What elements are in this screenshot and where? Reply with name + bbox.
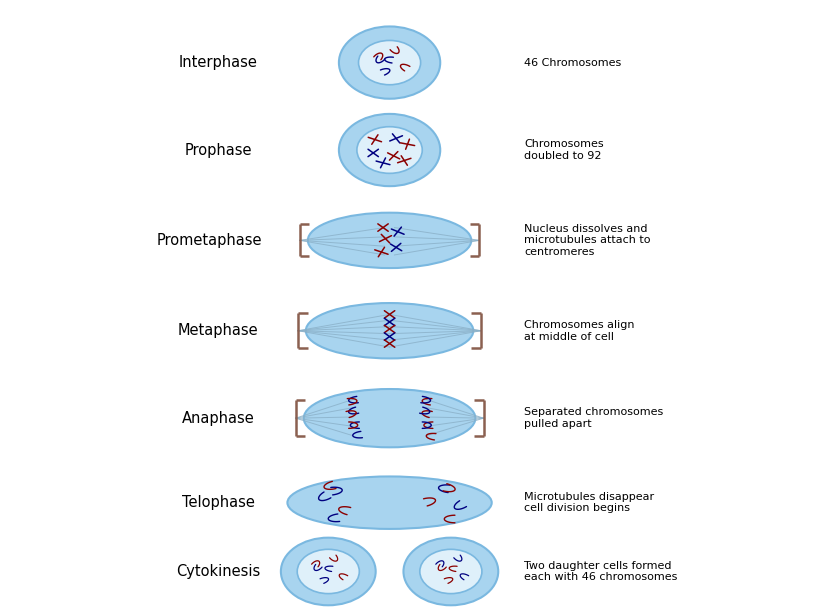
Text: Metaphase: Metaphase [178, 323, 258, 338]
Ellipse shape [287, 476, 491, 529]
Circle shape [419, 549, 482, 594]
Ellipse shape [305, 303, 473, 359]
Text: Separated chromosomes
pulled apart: Separated chromosomes pulled apart [524, 407, 663, 429]
Text: Prometaphase: Prometaphase [157, 233, 262, 248]
Text: Prophase: Prophase [184, 143, 251, 158]
Circle shape [356, 127, 422, 174]
Text: Microtubules disappear
cell division begins: Microtubules disappear cell division beg… [524, 492, 654, 513]
Circle shape [338, 26, 440, 99]
Circle shape [281, 538, 375, 605]
Text: Chromosomes align
at middle of cell: Chromosomes align at middle of cell [524, 320, 634, 342]
Text: Chromosomes
doubled to 92: Chromosomes doubled to 92 [524, 139, 604, 161]
Ellipse shape [303, 389, 475, 448]
Text: Anaphase: Anaphase [181, 410, 254, 426]
Text: 46 Chromosomes: 46 Chromosomes [524, 58, 621, 68]
Text: Interphase: Interphase [179, 55, 257, 70]
Text: Cytokinesis: Cytokinesis [175, 564, 260, 579]
Text: Nucleus dissolves and
microtubules attach to
centromeres: Nucleus dissolves and microtubules attac… [524, 224, 650, 257]
Ellipse shape [307, 213, 471, 268]
Circle shape [403, 538, 498, 605]
Circle shape [358, 40, 420, 85]
Text: Telophase: Telophase [181, 495, 254, 510]
Circle shape [296, 549, 359, 594]
Text: Two daughter cells formed
each with 46 chromosomes: Two daughter cells formed each with 46 c… [524, 561, 677, 582]
Circle shape [338, 114, 440, 186]
